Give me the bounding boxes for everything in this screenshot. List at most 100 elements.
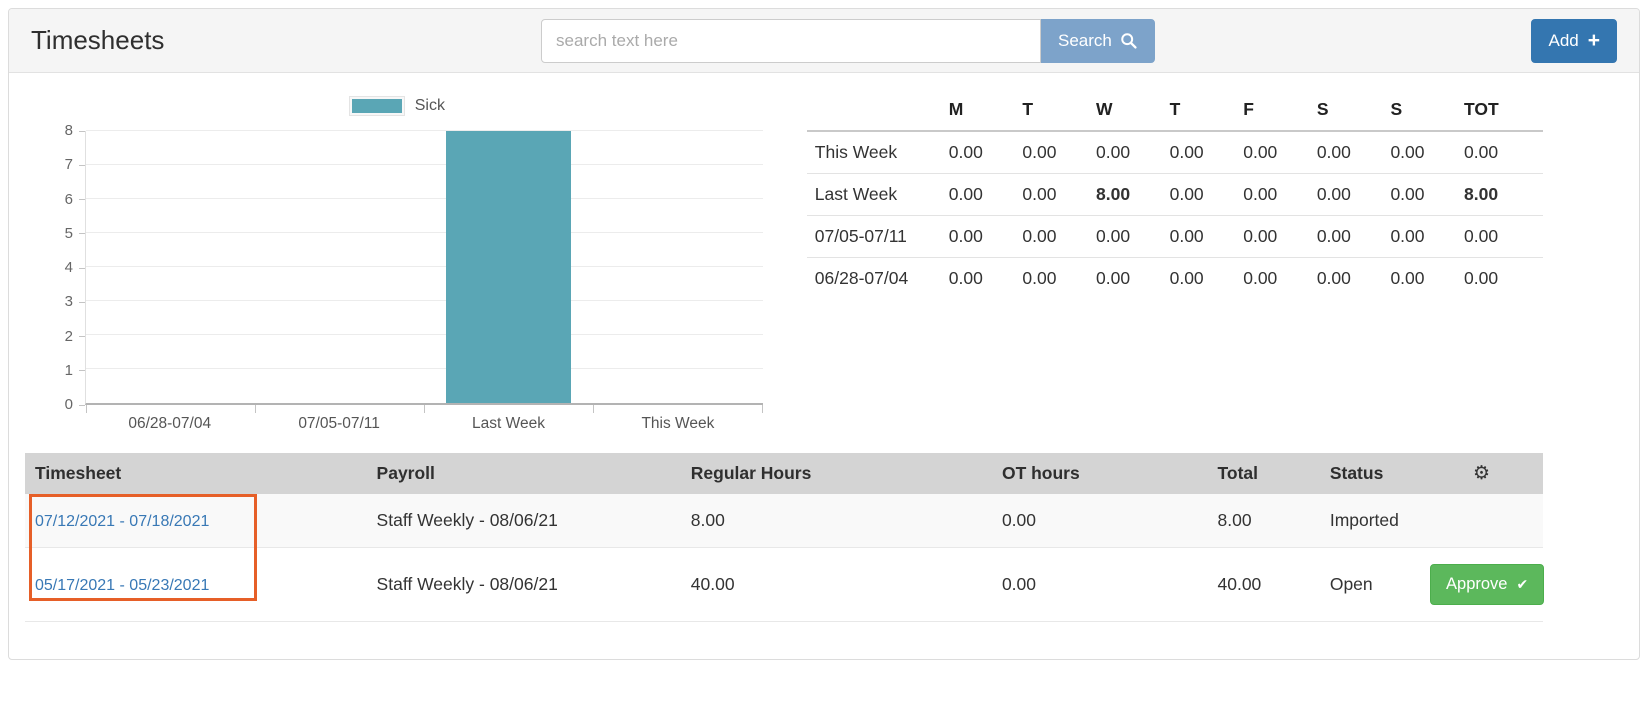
chart-y-axis: 0 1 2 3 4 5 6 7 8 (31, 122, 85, 413)
summary-row-label: Last Week (814, 184, 898, 204)
payroll-cell: Staff Weekly - 08/06/21 (376, 510, 558, 530)
summary-cell: 0.00 (1390, 226, 1425, 246)
total-cell: 8.00 (1217, 510, 1252, 530)
summary-col-header: W (1088, 95, 1162, 132)
y-tick-label: 4 (64, 259, 73, 276)
card-body: Sick 0 1 2 3 4 5 6 7 8 06/28-07/04 07/05-07/11 Las… (9, 73, 1639, 622)
summary-col-header: S (1382, 95, 1457, 132)
summary-cell: 0.00 (1022, 184, 1057, 204)
y-tick (79, 199, 85, 200)
chart-plot (85, 130, 764, 413)
summary-col-header: T (1014, 95, 1088, 132)
x-tick (593, 405, 594, 413)
y-tick (79, 370, 85, 372)
x-tick (423, 405, 425, 413)
y-tick-label: 8 (64, 122, 73, 139)
timesheet-cell: 05/17/2021 - 05/23/2021 (25, 548, 367, 622)
summary-cell: 0.00 (948, 184, 983, 204)
card-header: Timesheets Search Add + (9, 9, 1639, 73)
gridline (86, 300, 763, 301)
ts-col-header: Total (1207, 453, 1320, 494)
y-tick-label: 1 (64, 361, 73, 379)
summary-cell: 0.00 (1464, 142, 1499, 162)
gridline (86, 334, 763, 335)
top-section: Sick 0 1 2 3 4 5 6 7 8 06/28-07/04 07/05-07/11 Las… (25, 95, 1543, 433)
ot-hours-cell: 0.00 (1001, 510, 1037, 530)
timesheet-link[interactable]: 05/17/2021 - 05/23/2021 (35, 577, 210, 594)
summary-cell: 0.00 (1169, 226, 1204, 246)
gridline (86, 130, 763, 131)
y-tick (79, 130, 85, 132)
summary-cell: 0.00 (1243, 226, 1278, 246)
bar-slot (593, 131, 762, 403)
summary-row-label: This Week (814, 142, 898, 162)
summary-row: This Week 0.00 0.00 0.00 0.00 0.00 0.00 0.00 0.0… (806, 131, 1543, 174)
bars-layer (86, 131, 763, 403)
payroll-cell: Staff Weekly - 08/06/21 (376, 574, 558, 594)
summary-cell: 0.00 (1316, 268, 1351, 288)
summary-cell: 8.00 (1096, 184, 1131, 204)
summary-cell: 0.00 (1169, 142, 1204, 162)
plus-icon: + (1587, 29, 1600, 52)
summary-col-header: S (1308, 95, 1383, 132)
chart-body: 0 1 2 3 4 5 6 7 8 (31, 122, 764, 413)
gridline (86, 232, 763, 233)
summary-cell: 0.00 (1390, 142, 1425, 162)
x-category-label: This Week (641, 415, 715, 432)
ts-col-header: Timesheet (25, 453, 367, 494)
bar-sick (446, 131, 572, 403)
summary-cell: 0.00 (1096, 226, 1131, 246)
total-cell: 40.00 (1217, 574, 1262, 594)
summary-cell: 8.00 (1464, 184, 1499, 204)
action-cell: Approve ✔ (1420, 548, 1545, 622)
timesheet-link[interactable]: 07/12/2021 - 07/18/2021 (35, 513, 210, 530)
timesheet-row: 07/12/2021 - 07/18/2021 Staff Weekly - 08… (25, 494, 1543, 548)
summary-cell: 0.00 (1096, 142, 1131, 162)
y-tick (79, 267, 85, 269)
search-button-label: Search (1058, 30, 1112, 50)
check-icon: ✔ (1516, 576, 1529, 592)
summary-cell: 0.00 (1022, 226, 1057, 246)
ts-col-header: Regular Hours (680, 453, 992, 494)
summary-cell: 0.00 (1390, 184, 1425, 204)
search-button[interactable]: Search (1041, 18, 1155, 63)
summary-cell: 0.00 (1316, 226, 1351, 246)
ts-col-header: Payroll (366, 453, 681, 494)
summary-cell: 0.00 (1316, 142, 1351, 162)
search-input[interactable] (541, 18, 1042, 63)
legend-label: Sick (414, 97, 445, 114)
y-tick-label: 6 (64, 190, 73, 208)
summary-cell: 0.00 (1243, 268, 1278, 288)
y-tick (79, 164, 85, 166)
settings-col-header: ⚙ (1420, 453, 1543, 494)
bar-slot (86, 131, 255, 403)
add-button[interactable]: Add + (1531, 18, 1617, 63)
approve-button-label: Approve (1446, 575, 1508, 593)
summary-col-header: TOT (1456, 95, 1543, 132)
timesheets-table-wrap: Timesheet Payroll Regular Hours OT hours Tot… (25, 453, 1545, 622)
summary-col-header: F (1235, 95, 1309, 132)
y-tick-label: 2 (64, 327, 73, 345)
summary-cell: 0.00 (1096, 268, 1131, 288)
y-tick (79, 336, 85, 337)
summary-col-header: M (940, 95, 1015, 132)
regular-hours-cell: 40.00 (690, 574, 735, 594)
chart-legend: Sick (31, 95, 763, 117)
sick-hours-bar-chart: Sick 0 1 2 3 4 5 6 7 8 06/28-07/04 07/05-07/11 Las… (31, 95, 764, 433)
regular-hours-cell: 8.00 (690, 510, 725, 530)
settings-icon[interactable]: ⚙ (1472, 463, 1491, 484)
x-category-label: 06/28-07/04 (128, 415, 212, 432)
y-tick (79, 301, 85, 303)
approve-button[interactable]: Approve ✔ (1430, 564, 1545, 605)
summary-cell: 0.00 (1464, 268, 1499, 288)
summary-cell: 0.00 (1316, 184, 1351, 204)
gridline (86, 266, 763, 267)
summary-cell: 0.00 (1390, 268, 1425, 288)
legend-swatch-sick (348, 96, 405, 116)
gridline (86, 368, 763, 369)
ts-col-header: OT hours (991, 453, 1208, 494)
bar-slot (424, 131, 593, 403)
summary-cell: 0.00 (948, 142, 983, 162)
summary-cell: 0.00 (1464, 226, 1499, 246)
summary-cell: 0.00 (1169, 268, 1204, 288)
